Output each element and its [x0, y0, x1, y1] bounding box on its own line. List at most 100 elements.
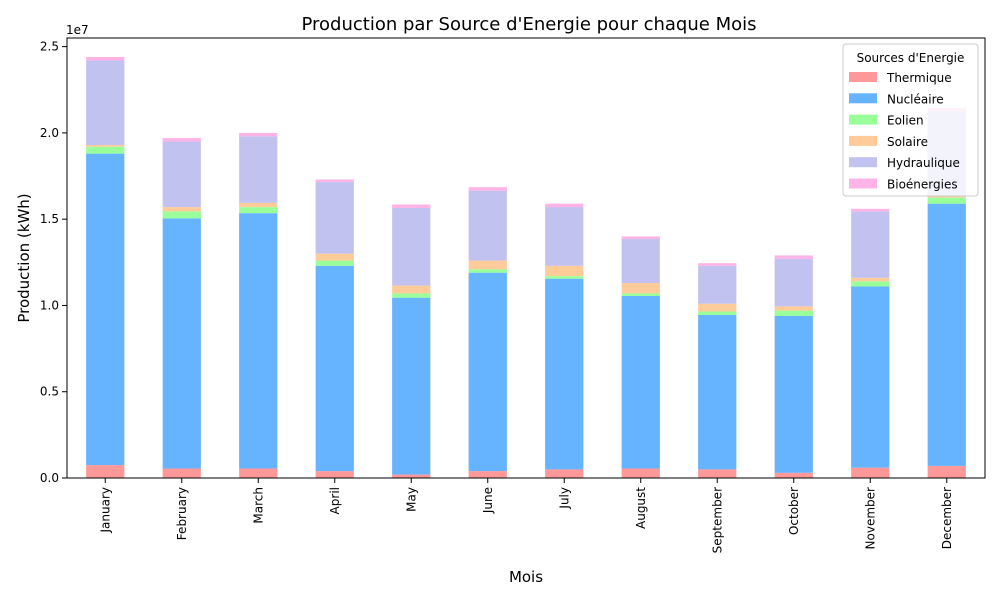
bar-segment — [851, 208, 890, 212]
bar-segment — [392, 474, 431, 478]
bar-segment — [851, 211, 890, 278]
bar-segment — [851, 277, 890, 282]
legend-label: Solaire — [887, 135, 928, 149]
legend-label: Thermique — [886, 71, 952, 85]
legend-swatch — [849, 93, 877, 104]
x-tick-label: March — [251, 487, 265, 524]
legend-label: Nucléaire — [887, 92, 944, 106]
bar-segment — [468, 187, 507, 191]
bar-segment — [86, 146, 125, 154]
bar-segment — [392, 204, 431, 208]
y-tick-label: 0.0 — [40, 471, 59, 485]
legend-title: Sources d'Energie — [857, 51, 965, 65]
bar-segment — [162, 211, 201, 219]
x-tick-label: May — [404, 487, 418, 512]
bar-segment — [621, 283, 660, 294]
bar-segment — [239, 207, 278, 214]
legend-swatch — [849, 72, 877, 82]
legend-swatch — [849, 114, 877, 125]
bar-segment — [927, 465, 966, 478]
bar-segment — [162, 468, 201, 478]
legend-swatch — [849, 178, 877, 189]
bar-segment — [468, 471, 507, 478]
bar-segment — [621, 293, 660, 296]
legend-swatch — [849, 157, 877, 168]
y-tick-label: 0.5 — [40, 385, 59, 399]
bar-segment — [86, 56, 125, 61]
bar-segment — [698, 311, 737, 315]
axes-layer: 0.0 0.5 1.0 1.5 2.0 2.5 January February March Ap… — [40, 37, 986, 553]
x-tick-label: July — [557, 487, 571, 510]
bar-segment — [545, 207, 584, 266]
y-tick-label: 2.5 — [40, 40, 59, 54]
bar-segment — [851, 281, 890, 287]
bar-segment — [315, 471, 354, 478]
bar-segment — [774, 472, 813, 478]
bar-segment — [315, 182, 354, 254]
bar-segment — [239, 136, 278, 203]
x-tick-label: October — [787, 487, 801, 535]
y-multiplier-text: 1e7 — [66, 23, 89, 37]
bar-segment — [698, 263, 737, 266]
bar-segment — [774, 255, 813, 259]
bar-segment — [468, 260, 507, 270]
bar-segment — [392, 207, 431, 286]
bar-segment — [545, 278, 584, 470]
bar-segment — [927, 197, 966, 204]
y-tick-label: 2.0 — [40, 126, 59, 140]
bar-segment — [162, 141, 201, 208]
y-tick-label: 1.0 — [40, 298, 59, 312]
y-axis-label: Production (kWh) — [15, 193, 33, 322]
legend-label: Hydraulique — [887, 156, 960, 170]
bar-segment — [851, 467, 890, 478]
bar-segment — [621, 239, 660, 284]
x-tick-label: December — [940, 487, 954, 549]
legend: Sources d'Energie Thermique Nucléaire Eolie… — [842, 43, 979, 197]
bar-segment — [621, 236, 660, 240]
bar-segment — [239, 202, 278, 208]
legend-label: Bioénergies — [887, 178, 958, 192]
bar-segment — [392, 285, 431, 294]
bar-segment — [239, 468, 278, 478]
bar-segment — [468, 190, 507, 261]
bar-segment — [774, 258, 813, 307]
bars-layer — [86, 56, 966, 478]
x-tick-label: April — [328, 487, 342, 514]
y-tick-label: 1.5 — [40, 212, 59, 226]
chart-title: Production par Source d'Energie pour cha… — [301, 14, 756, 35]
x-tick-label: January — [98, 487, 112, 534]
bar-segment — [698, 314, 737, 470]
bar-segment — [774, 315, 813, 473]
bar-segment — [927, 203, 966, 466]
bar-segment — [239, 132, 278, 137]
bar-segment — [698, 303, 737, 312]
bar-segment — [851, 286, 890, 468]
bar-segment — [698, 469, 737, 478]
bar-segment — [468, 269, 507, 273]
bar-segment — [621, 468, 660, 478]
bar-segment — [315, 260, 354, 266]
x-tick-label: June — [481, 487, 495, 514]
bar-segment — [315, 179, 354, 183]
bar-segment — [774, 310, 813, 316]
bar-segment — [162, 207, 201, 212]
x-tick-label: February — [175, 487, 189, 540]
x-tick-label: November — [863, 487, 877, 549]
bar-segment — [239, 213, 278, 469]
bar-segment — [162, 138, 201, 142]
x-tick-label: August — [634, 487, 648, 529]
bar-segment — [86, 465, 125, 478]
bar-segment — [86, 60, 125, 145]
bar-segment — [545, 469, 584, 478]
bar-segment — [545, 265, 584, 277]
plot-frame — [66, 37, 986, 479]
bar-segment — [315, 253, 354, 261]
x-tick-label: September — [710, 487, 724, 553]
bar-segment — [468, 272, 507, 472]
bar-segment — [545, 203, 584, 208]
bar-segment — [392, 297, 431, 475]
bar-segment — [392, 293, 431, 298]
bar-segment — [315, 265, 354, 472]
bar-segment — [162, 218, 201, 469]
